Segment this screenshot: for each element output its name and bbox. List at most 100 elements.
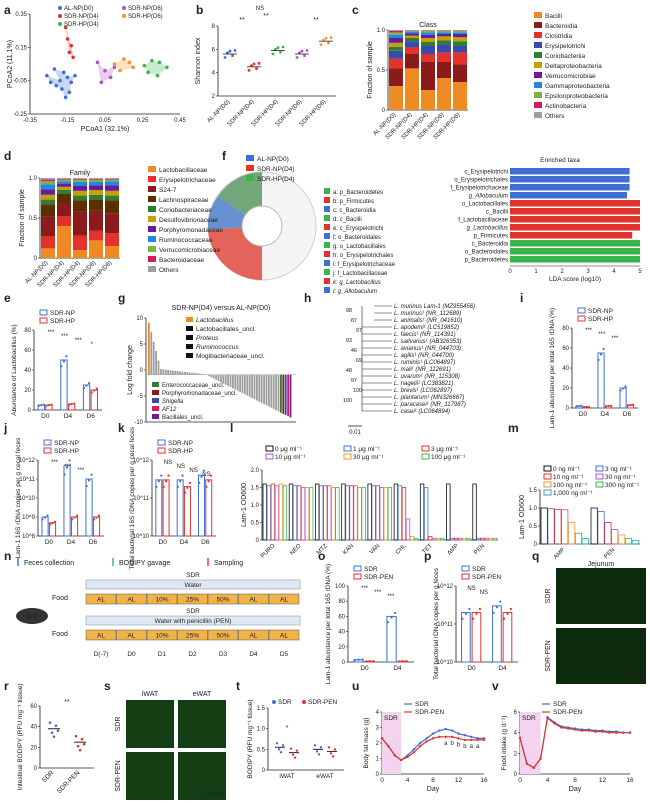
- grouped-p-bar: [471, 612, 482, 663]
- line-v-point: [601, 730, 604, 733]
- pcoa-xtick-label: 0.05: [99, 118, 111, 124]
- grouped-k-ytick-label: 10^12: [133, 458, 150, 464]
- phylo-taxon-label: L. agilis¹ (NR_044700): [394, 353, 454, 359]
- lefse-bar-label: c_Bacilli: [486, 210, 508, 216]
- dot-r-point: [82, 742, 86, 746]
- lefse-bar: [510, 240, 640, 247]
- schematic-food-cell-label: AL: [97, 597, 105, 604]
- od-m-legend-label: 100 ng ml⁻¹: [553, 482, 588, 489]
- grouped-k-bar: [162, 479, 170, 537]
- od-m-bar: [561, 509, 569, 545]
- od-m-xtick-label: PEN: [603, 547, 616, 560]
- grouped-o-sig: ***: [374, 590, 382, 596]
- od-l-legend-swatch: [421, 445, 430, 452]
- stacked-c-bar-segment: [405, 30, 419, 32]
- panel-label-o: o: [318, 549, 325, 563]
- pcoa-point: [121, 57, 126, 61]
- lefse-key-label: b: p_Firmicutes: [333, 199, 374, 205]
- grouped-j-point: [70, 518, 74, 521]
- panel-label-d: d: [4, 149, 11, 163]
- foldchange-bar: [232, 374, 234, 389]
- shannon-point: [233, 49, 237, 52]
- dot-t-point: [315, 750, 319, 753]
- foldchange-legend-label: Mogibacteriaceae_uncl.: [196, 353, 265, 360]
- shannon-point: [281, 45, 285, 49]
- pcoa-xtick-label: -0.35: [23, 118, 37, 124]
- phylo-taxon-label: L. mali¹ (NR_112691): [394, 367, 451, 373]
- od-l-bar: [309, 487, 314, 541]
- grouped-k-point: [202, 469, 205, 472]
- stacked-c-legend-label: Clostridia: [545, 33, 572, 40]
- line-v-xtick-label: 4: [546, 777, 550, 784]
- stacked-d-legend-label: Porphyromonadaceae: [159, 227, 223, 234]
- grouped-o-ytick-label: 40: [338, 630, 345, 636]
- grouped-i-bar: [597, 352, 605, 409]
- foldchange-bar: [282, 374, 285, 414]
- od-l-bar: [371, 485, 376, 541]
- grouped-o-sig: ***: [361, 586, 369, 592]
- panel-label-c: c: [352, 3, 359, 17]
- grouped-o-point: [353, 658, 356, 662]
- od-l-bar: [440, 537, 445, 541]
- foldchange-legend-label: AF12: [161, 407, 177, 413]
- lefse-key-swatch: [324, 242, 330, 248]
- od-l-bar: [409, 536, 415, 541]
- stacked-d-bar-segment: [73, 250, 87, 258]
- grouped-i-point: [604, 405, 608, 408]
- schematic-food-label: Food: [52, 595, 68, 602]
- line-u-xlabel: Day: [427, 786, 440, 793]
- grouped-j-point: [85, 485, 88, 488]
- pcoa-hull-1: [65, 27, 74, 58]
- grouped-k-sig: NS: [202, 472, 210, 478]
- od-l-bar: [323, 485, 328, 541]
- grouped-e-xtick-label: D6: [87, 413, 96, 420]
- foldchange-legend-swatch: [186, 335, 193, 340]
- grouped-i-point: [580, 404, 583, 407]
- stacked-d-bar-segment: [41, 216, 55, 237]
- dot-t-sig: *: [286, 725, 289, 732]
- lefse-key-swatch: [324, 188, 330, 194]
- grouped-e-ylabel: Abundance of Lactobacillus (%): [11, 324, 18, 415]
- shannon-sig: **: [313, 17, 319, 24]
- pcoa-point: [103, 68, 107, 73]
- od-l-bar: [274, 485, 280, 541]
- grouped-i-legend-label: SDR-NP: [588, 308, 613, 315]
- foldchange-legend-swatch: [186, 326, 193, 331]
- grouped-j-point: [48, 523, 52, 526]
- grouped-i-point: [624, 385, 627, 388]
- lefse-key-swatch: [324, 206, 330, 212]
- od-l-bar: [266, 485, 271, 541]
- stacked-c-bar-segment: [405, 38, 419, 42]
- stacked-c-bar-segment: [421, 46, 435, 54]
- shannon-sig-ns: NS: [256, 6, 264, 12]
- od-l-legend-label: 0 μg ml⁻¹: [275, 446, 303, 453]
- grouped-k-point: [200, 475, 203, 478]
- line-v-point: [560, 726, 563, 729]
- foldchange-bar: [241, 374, 244, 394]
- dot-r-ytick-label: 60: [30, 704, 37, 710]
- grouped-k-point: [176, 485, 179, 488]
- grouped-o-sig: ***: [387, 594, 395, 600]
- stacked-d-bar-segment: [41, 181, 55, 185]
- od-m-legend-label: 3 ng ml⁻¹: [605, 466, 633, 473]
- od-m-ytick-label: 0.5: [529, 524, 538, 530]
- foldchange-bar: [275, 374, 277, 411]
- od-l-legend-swatch: [265, 445, 274, 452]
- pcoa-ylabel: PCoA2 (11.1%): [7, 40, 14, 88]
- od-l-bar: [432, 537, 437, 541]
- grouped-p-ytick-label: 10^11: [437, 622, 453, 628]
- stacked-c-bar-segment: [389, 46, 403, 51]
- shannon-point: [324, 36, 328, 40]
- lefse-bar-label: o_Bacteroidales: [465, 250, 508, 256]
- od-m-bar: [590, 507, 598, 545]
- foldchange-bar: [191, 372, 193, 375]
- schematic-food-cell: [85, 629, 117, 641]
- grouped-k-point: [157, 480, 160, 483]
- panel-label-m: m: [508, 421, 519, 435]
- line-v-legend-label: SDR: [553, 701, 567, 708]
- grouped-e-point: [93, 389, 96, 392]
- grouped-e-point: [90, 391, 93, 394]
- grouped-j-sig: ***: [51, 460, 59, 466]
- od-l-bar: [375, 485, 380, 541]
- grouped-i-ylabel: Lam-1 abundance per total 16S rDNA (%): [549, 308, 556, 428]
